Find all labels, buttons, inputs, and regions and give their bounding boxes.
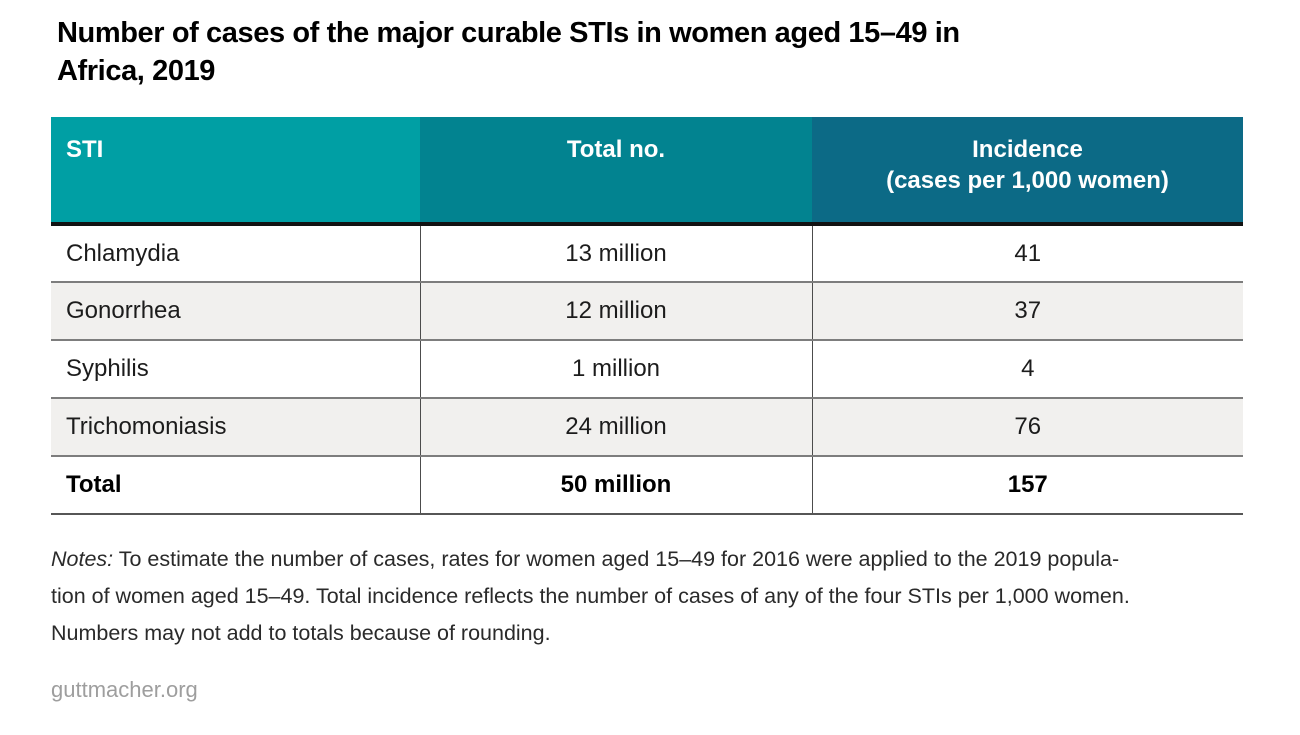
cell-incidence: 76 [811, 397, 1243, 456]
cell-incidence-sum: 157 [811, 455, 1243, 515]
cell-total-label: Total [51, 455, 420, 515]
cell-sti-name: Syphilis [51, 339, 420, 398]
column-header-total-no: Total no. [420, 117, 812, 226]
figure-notes: Notes: To estimate the number of cases, … [51, 541, 1243, 652]
cell-incidence: 4 [811, 339, 1243, 398]
cell-total-no: 24 million [419, 397, 812, 456]
figure-container: Number of cases of the major curable STI… [51, 14, 1300, 702]
table-row-trichomoniasis: Trichomoniasis 24 million 76 [51, 397, 1243, 456]
table-row-syphilis: Syphilis 1 million 4 [51, 339, 1243, 398]
table-row-chlamydia: Chlamydia 13 million 41 [51, 224, 1243, 282]
column-header-incidence-sublabel: (cases per 1,000 women) [886, 167, 1169, 194]
column-header-incidence: Incidence (cases per 1,000 women) [812, 117, 1243, 226]
cell-sti-name: Gonorrhea [51, 281, 420, 340]
column-header-sti: STI [51, 117, 420, 226]
cell-sti-name: Trichomoniasis [51, 397, 420, 456]
table-row-gonorrhea: Gonorrhea 12 million 37 [51, 281, 1243, 340]
figure-title-line-2: Africa, 2019 [57, 55, 216, 87]
notes-line-2: tion of women aged 15–49. Total incidenc… [51, 584, 1130, 608]
notes-label: Notes: [51, 547, 114, 571]
cell-incidence: 41 [811, 224, 1243, 282]
sti-data-table: STI Total no. Incidence (cases per 1,000… [51, 117, 1243, 515]
table-header-row: STI Total no. Incidence (cases per 1,000… [51, 117, 1243, 226]
cell-total-no-sum: 50 million [419, 455, 812, 515]
cell-sti-name: Chlamydia [51, 224, 420, 282]
table-row-total: Total 50 million 157 [51, 455, 1243, 515]
figure-title: Number of cases of the major curable STI… [57, 14, 1300, 90]
cell-incidence: 37 [811, 281, 1243, 340]
cell-total-no: 12 million [419, 281, 812, 340]
column-header-incidence-label: Incidence [972, 136, 1083, 163]
notes-line-3: Numbers may not add to totals because of… [51, 621, 551, 645]
notes-line-1-text: To estimate the number of cases, rates f… [113, 547, 1120, 571]
source-url: guttmacher.org [51, 677, 198, 702]
figure-title-line-1: Number of cases of the major curable STI… [57, 17, 960, 49]
cell-total-no: 13 million [419, 224, 812, 282]
cell-total-no: 1 million [419, 339, 812, 398]
notes-line-1: Notes: To estimate the number of cases, … [51, 541, 1243, 578]
